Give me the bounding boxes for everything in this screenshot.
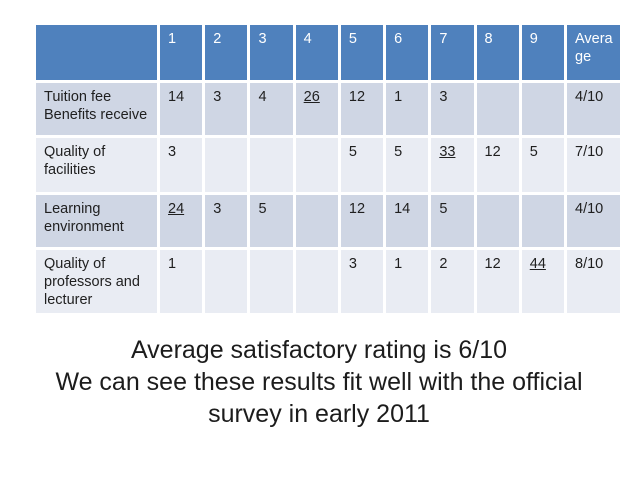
table-cell: 5 — [383, 135, 432, 195]
table-cell: 2 — [428, 246, 477, 317]
table-cell — [292, 246, 341, 317]
table-cell: 3 — [337, 246, 387, 317]
table-cell — [292, 135, 341, 195]
table-cell: 5 — [337, 135, 387, 195]
table-cell: 1 — [383, 246, 432, 317]
table-cell-average: 8/10 — [564, 246, 623, 317]
table-cell: 12 — [337, 192, 387, 250]
caption-line-1: Average satisfactory rating is 6/10 — [130, 336, 508, 364]
table-cell — [292, 192, 341, 250]
table-cell: 12 — [337, 80, 387, 138]
table-cell — [473, 80, 522, 138]
table-cell — [247, 246, 296, 317]
table-cell: 5 — [247, 192, 296, 250]
table-cell: 3 — [202, 80, 251, 138]
table-cell: 4 — [247, 80, 296, 138]
table-row-quality-professors: Quality of professors and lecturer 1 3 1… — [33, 246, 623, 317]
table-row-tuition-fee: Tuition fee Benefits receive 14 3 4 26 1… — [33, 80, 623, 138]
table-cell-max: 44 — [518, 246, 568, 317]
header-row: 1 2 3 4 5 6 7 8 9 Average — [33, 22, 623, 83]
table-cell — [247, 135, 296, 195]
corner-cell — [33, 22, 160, 83]
table-cell: 3 — [202, 192, 251, 250]
table-cell: 14 — [383, 192, 432, 250]
table-cell-max: 33 — [428, 135, 477, 195]
table-cell: 1 — [383, 80, 432, 138]
table-cell-max: 26 — [292, 80, 341, 138]
table-cell — [473, 192, 522, 250]
table-cell: 5 — [428, 192, 477, 250]
header-cell-9: 9 — [518, 22, 568, 83]
header-cell-3: 3 — [247, 22, 296, 83]
header-cell-4: 4 — [292, 22, 341, 83]
summary-caption: Average satisfactory rating is 6/10 We c… — [0, 334, 638, 430]
caption-line-2: We can see these results fit well with t… — [55, 368, 583, 396]
table-cell-average: 7/10 — [564, 135, 623, 195]
table-cell: 1 — [156, 246, 206, 317]
table-cell — [518, 80, 568, 138]
header-cell-7: 7 — [428, 22, 477, 83]
table-cell: 3 — [428, 80, 477, 138]
header-cell-1: 1 — [156, 22, 206, 83]
table-cell-average: 4/10 — [564, 80, 623, 138]
table-cell — [202, 246, 251, 317]
table-row-quality-facilities: Quality of facilities 3 5 5 33 12 5 7/10 — [33, 135, 623, 195]
table-cell-max: 24 — [156, 192, 206, 250]
table-cell: 14 — [156, 80, 206, 138]
row-label: Tuition fee Benefits receive — [33, 80, 160, 138]
table-cell: 5 — [518, 135, 568, 195]
table-cell: 3 — [156, 135, 206, 195]
table-cell: 12 — [473, 135, 522, 195]
header-cell-5: 5 — [337, 22, 387, 83]
header-cell-average: Average — [564, 22, 623, 83]
row-label: Learning environment — [33, 192, 160, 250]
header-cell-2: 2 — [202, 22, 251, 83]
header-cell-6: 6 — [383, 22, 432, 83]
row-label: Quality of facilities — [33, 135, 160, 195]
table-cell — [518, 192, 568, 250]
satisfaction-ratings-table: 1 2 3 4 5 6 7 8 9 Average Tuition fee Be… — [33, 22, 623, 317]
header-cell-8: 8 — [473, 22, 522, 83]
row-label: Quality of professors and lecturer — [33, 246, 160, 317]
table-cell: 12 — [473, 246, 522, 317]
table-cell-average: 4/10 — [564, 192, 623, 250]
table-row-learning-environment: Learning environment 24 3 5 12 14 5 4/10 — [33, 192, 623, 250]
table-cell — [202, 135, 251, 195]
caption-line-3: survey in early 2011 — [208, 400, 430, 428]
